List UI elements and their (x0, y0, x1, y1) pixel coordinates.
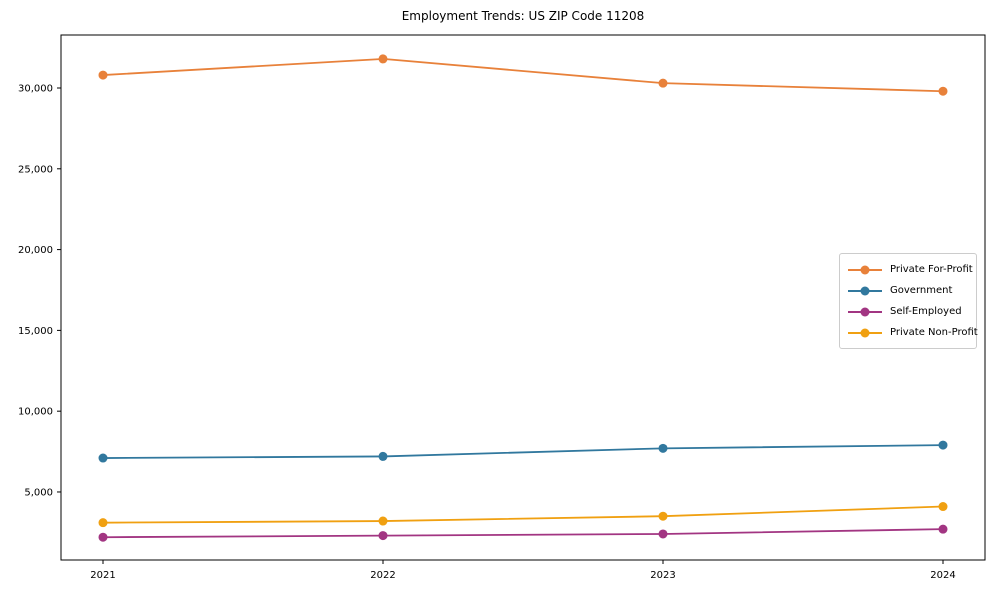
data-point-government-2024 (938, 440, 948, 450)
data-point-private-for-profit-2021 (98, 70, 108, 80)
y-tick-label: 30,000 (18, 84, 53, 95)
legend-label-government: Government (890, 285, 953, 296)
legend-label-private-for-profit: Private For-Profit (890, 264, 973, 275)
series-line-private-non-profit (102, 505, 944, 524)
x-tick-label: 2023 (650, 570, 675, 581)
data-point-private-for-profit-2023 (658, 78, 668, 88)
data-point-self-employed-2022 (378, 531, 388, 541)
legend-label-private-non-profit: Private Non-Profit (890, 327, 978, 338)
data-point-private-non-profit-2023 (658, 511, 668, 521)
data-point-government-2023 (658, 443, 668, 453)
y-tick-label: 15,000 (18, 326, 53, 337)
legend-entry-private-non-profit: Private Non-Profit (848, 322, 978, 343)
plot-border (60, 34, 986, 561)
data-point-private-non-profit-2024 (938, 502, 948, 512)
data-point-self-employed-2024 (938, 524, 948, 534)
series-line-government (102, 444, 944, 459)
x-tick-label: 2022 (370, 570, 395, 581)
data-point-private-for-profit-2024 (938, 86, 948, 96)
x-tick-label: 2021 (90, 570, 115, 581)
legend-entry-self-employed: Self-Employed (848, 301, 972, 322)
chart-title: Employment Trends: US ZIP Code 11208 (401, 9, 645, 23)
y-tick-label: 5,000 (24, 487, 53, 498)
data-point-self-employed-2023 (658, 529, 668, 539)
legend-line-marker-icon (848, 264, 882, 275)
y-tick-label: 10,000 (18, 407, 53, 418)
series-line-private-for-profit (102, 58, 944, 93)
legend-line-marker-icon (848, 327, 882, 338)
data-point-government-2021 (98, 453, 108, 463)
data-point-government-2022 (378, 451, 388, 461)
x-tick-label: 2024 (930, 570, 955, 581)
legend-entry-private-for-profit: Private For-Profit (848, 259, 973, 280)
legend: Private For-Profit Government Self-Employe… (839, 253, 978, 349)
data-point-private-non-profit-2022 (378, 516, 388, 526)
legend-label-self-employed: Self-Employed (890, 306, 962, 317)
y-tick-label: 25,000 (18, 164, 53, 175)
data-point-private-for-profit-2022 (378, 54, 388, 64)
series-line-self-employed (102, 528, 944, 539)
legend-line-marker-icon (848, 285, 882, 296)
data-point-self-employed-2021 (98, 532, 108, 542)
y-tick-label: 20,000 (18, 245, 53, 256)
legend-entry-government: Government (848, 280, 972, 301)
data-point-private-non-profit-2021 (98, 518, 108, 528)
legend-line-marker-icon (848, 306, 882, 317)
